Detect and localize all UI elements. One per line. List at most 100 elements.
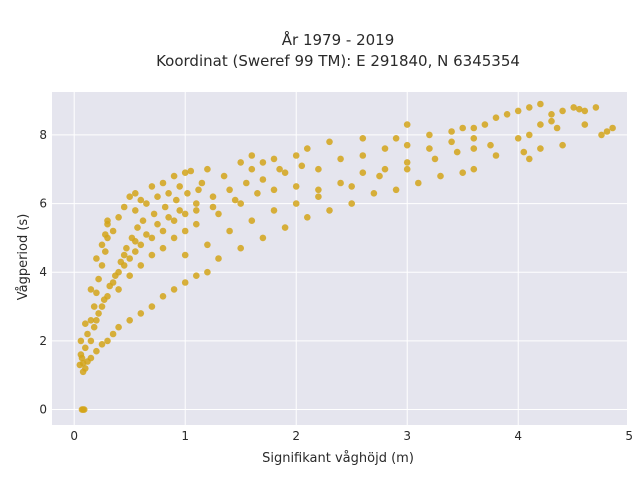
data-point — [84, 330, 91, 338]
data-point — [132, 190, 139, 197]
data-point — [104, 217, 111, 224]
data-point — [181, 169, 189, 176]
data-point — [459, 169, 467, 176]
chart-title-line-2: Koordinat (Sweref 99 TM): E 291840, N 63… — [156, 52, 520, 70]
data-point — [187, 167, 195, 175]
data-point — [298, 162, 306, 170]
data-point — [503, 111, 511, 118]
data-point — [148, 303, 156, 310]
data-point — [87, 337, 95, 345]
data-point — [143, 200, 150, 207]
data-point — [237, 244, 244, 252]
data-point — [176, 207, 183, 214]
data-point — [609, 124, 616, 132]
data-point — [576, 105, 583, 113]
data-point — [104, 337, 111, 345]
data-point — [82, 344, 89, 352]
data-point — [381, 145, 389, 152]
data-point — [128, 234, 136, 242]
data-point — [109, 227, 117, 235]
data-point — [359, 152, 367, 159]
data-point — [165, 214, 172, 221]
data-point — [209, 193, 217, 200]
x-tick-label: 1 — [181, 429, 189, 443]
data-point — [134, 224, 141, 231]
data-point — [115, 214, 122, 221]
data-point — [326, 138, 333, 146]
data-point — [281, 169, 289, 176]
data-point — [270, 207, 278, 214]
data-point — [181, 227, 189, 235]
data-point — [137, 196, 145, 204]
data-point — [487, 141, 494, 149]
data-point — [215, 210, 222, 218]
data-point — [520, 148, 528, 156]
data-point — [154, 220, 161, 228]
data-point — [126, 255, 133, 262]
data-point — [132, 207, 139, 214]
data-point — [403, 121, 411, 128]
data-point — [315, 165, 322, 173]
data-point — [112, 272, 119, 280]
data-point — [526, 104, 533, 111]
data-point — [87, 286, 95, 293]
data-point — [79, 359, 87, 367]
data-point — [553, 124, 561, 132]
data-point — [126, 317, 133, 324]
data-point — [370, 190, 378, 197]
data-point — [470, 135, 478, 142]
data-point — [403, 141, 411, 149]
data-point — [315, 186, 322, 194]
data-point — [115, 323, 122, 331]
data-point — [403, 165, 411, 173]
data-point — [292, 152, 300, 159]
data-point — [159, 179, 167, 187]
data-point — [259, 176, 267, 183]
data-point — [184, 190, 191, 197]
data-point — [348, 183, 356, 190]
data-point — [337, 179, 344, 187]
data-point — [98, 262, 106, 269]
data-point — [98, 241, 106, 249]
data-point — [193, 272, 200, 280]
data-point — [148, 183, 156, 190]
data-point — [209, 203, 217, 211]
data-point — [220, 172, 228, 180]
y-tick-label: 2 — [39, 334, 47, 348]
data-point — [592, 104, 600, 111]
data-point — [126, 272, 133, 280]
data-point — [359, 169, 367, 176]
y-tick-label: 4 — [39, 265, 47, 279]
data-point — [115, 286, 122, 293]
data-point — [259, 159, 267, 166]
y-tick-label: 6 — [39, 197, 47, 211]
data-point — [77, 337, 85, 345]
data-point — [150, 210, 158, 218]
data-point — [148, 234, 156, 242]
x-tick-label: 5 — [625, 429, 633, 443]
data-point — [570, 104, 577, 111]
data-point — [426, 145, 433, 152]
data-point — [304, 214, 311, 221]
data-point — [281, 224, 289, 231]
data-point — [139, 217, 147, 224]
data-point — [215, 255, 222, 262]
data-point — [195, 186, 202, 194]
data-point — [170, 234, 178, 242]
data-point — [254, 190, 261, 197]
data-point — [559, 107, 566, 115]
data-point — [259, 234, 267, 242]
data-point — [598, 131, 605, 139]
data-point — [559, 141, 566, 149]
data-point — [193, 207, 200, 214]
data-point — [143, 231, 150, 238]
tick-labels: 0 1 2 3 4 5 0 2 4 6 8 — [39, 128, 633, 443]
y-tick-label: 0 — [39, 403, 47, 417]
data-point — [98, 341, 106, 348]
data-point — [95, 275, 102, 283]
data-point — [159, 293, 167, 300]
data-point — [102, 231, 109, 238]
data-point — [392, 135, 400, 142]
x-tick-label: 2 — [292, 429, 300, 443]
